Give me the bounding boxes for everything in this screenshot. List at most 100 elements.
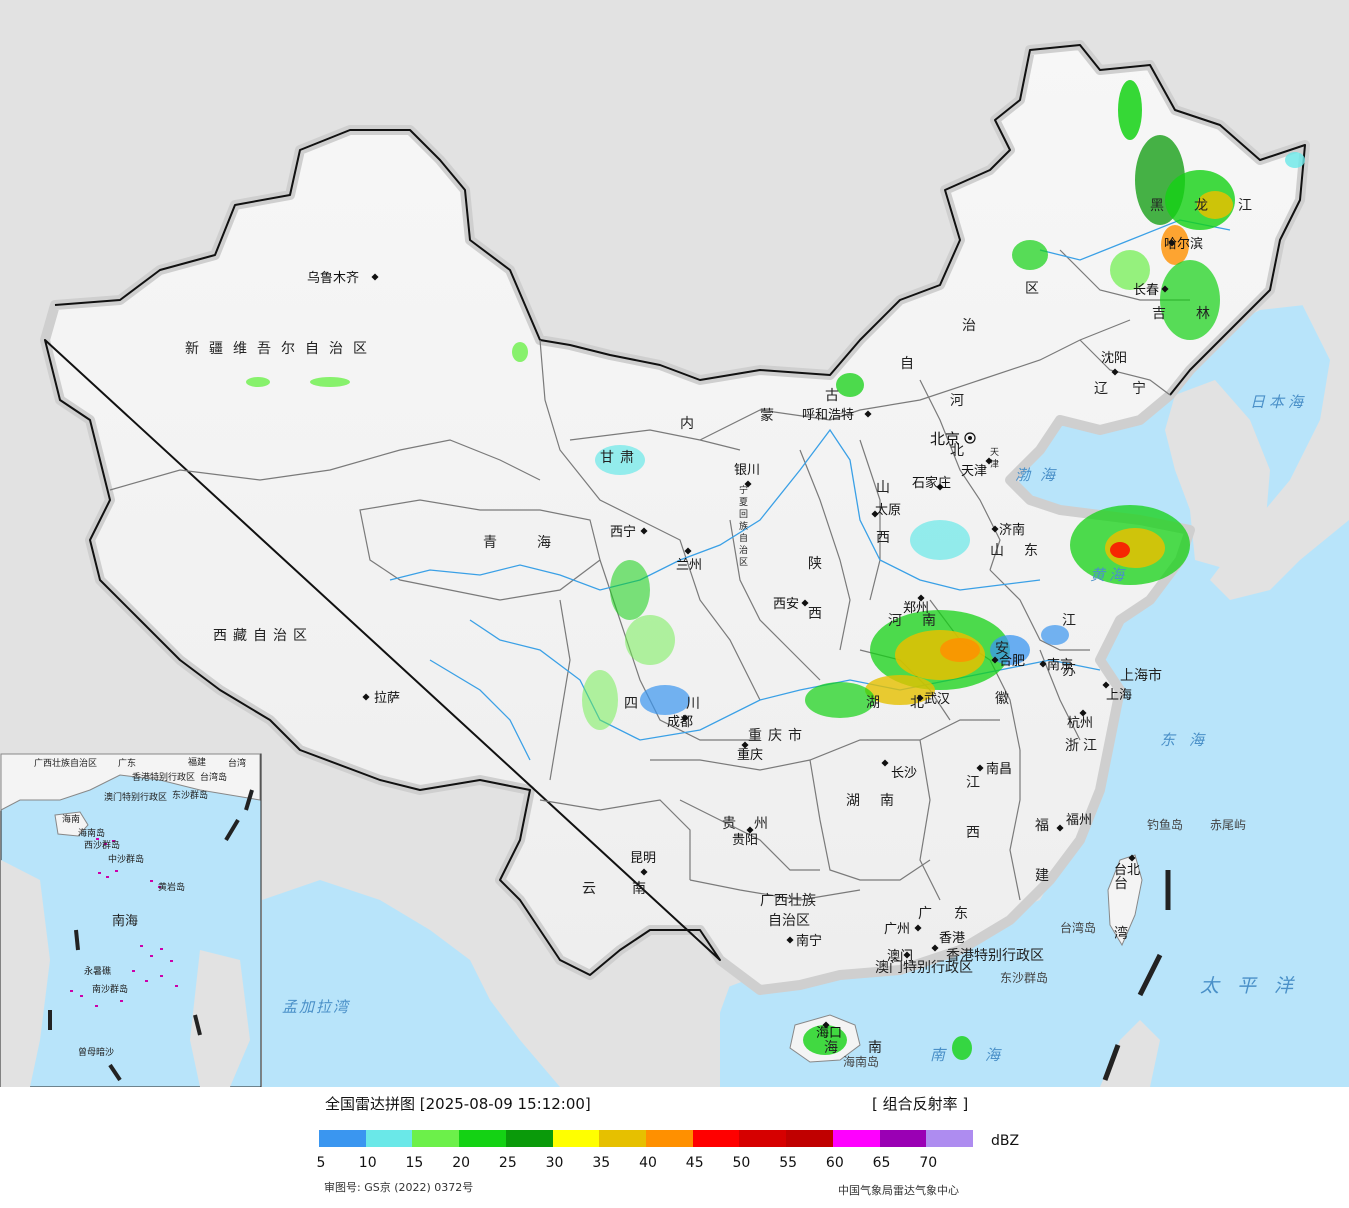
- region-label: 澳门特别行政区: [875, 960, 973, 976]
- vietnam-land: [610, 950, 730, 1087]
- region-label-char: 徽: [995, 691, 1009, 707]
- city-diamond-icon: [931, 944, 939, 952]
- region-label-text: 青海: [483, 535, 591, 551]
- legend-swatch-30: [552, 1130, 600, 1147]
- region-label: 辽宁: [1094, 380, 1170, 397]
- city-diamond-icon: [640, 527, 648, 535]
- sea-label: 孟加拉湾: [282, 998, 351, 1016]
- inset-label: 西沙群岛: [84, 839, 120, 851]
- region-label-char: 治: [739, 544, 748, 556]
- region-label-char: 区: [739, 557, 748, 568]
- region-label: 湖南: [846, 793, 914, 809]
- inset-label: 南海: [112, 913, 138, 929]
- city-marker: 成都: [667, 714, 693, 730]
- city-marker: 西宁: [610, 524, 648, 540]
- region-label-char: 西: [876, 530, 890, 546]
- city-name: 兰州: [676, 558, 702, 573]
- sea-label: 日本海: [1250, 393, 1307, 411]
- region-label-char: 江: [966, 775, 980, 791]
- region-label-char: 治: [962, 318, 976, 334]
- region-label-char: 天: [990, 448, 999, 458]
- city-marker: 广州: [884, 922, 922, 937]
- region-label-text: 山东: [990, 543, 1058, 559]
- legend-tick-label: 55: [779, 1155, 798, 1171]
- region-label-char: 西: [808, 606, 822, 622]
- taiwan-island: [1107, 854, 1143, 947]
- city-diamond-icon: [786, 936, 794, 944]
- inset-label: 东沙群岛: [172, 789, 208, 801]
- region-label-char: 自: [900, 356, 914, 372]
- city-name: 拉萨: [374, 691, 400, 706]
- region-label: 陕西: [808, 556, 822, 622]
- region-label-text: 澳门特别行政区: [875, 960, 973, 976]
- region-label: 湖北: [866, 695, 924, 711]
- south-china-sea-inset: [0, 753, 262, 1087]
- city-diamond-icon: [684, 547, 692, 555]
- legend-panel: 全国雷达拼图 [2025-08-09 15:12:00] [ 组合反射率 ] d…: [0, 1087, 1349, 1208]
- city-diamond-icon: [362, 693, 370, 701]
- city-diamond-icon: [864, 410, 872, 418]
- legend-tick-label: 50: [732, 1155, 751, 1171]
- city-diamond-icon: [916, 694, 924, 702]
- city-name: 哈尔滨: [1164, 236, 1203, 252]
- inset-label: 南沙群岛: [92, 983, 128, 995]
- region-label: 河北: [950, 393, 964, 459]
- legend-unit: dBZ: [991, 1133, 1020, 1149]
- region-label-text: 河南: [888, 613, 956, 629]
- legend-swatch-45: [692, 1130, 740, 1147]
- city-name: 北京: [930, 430, 960, 448]
- region-label-text: 新疆维吾尔自治区: [185, 341, 377, 357]
- legend-tick-label: 65: [872, 1155, 891, 1171]
- city-marker: 海口: [816, 1021, 842, 1041]
- china-national-border: [44, 44, 1306, 976]
- city-name: 银川: [734, 463, 760, 478]
- region-label-text: 辽宁: [1094, 380, 1170, 397]
- city-marker: 南宁: [786, 933, 822, 949]
- city-name: 南京: [1047, 657, 1073, 673]
- region-label-char: 夏: [739, 497, 748, 508]
- city-name: 天津: [961, 464, 987, 479]
- inset-label: 福建: [188, 756, 206, 768]
- legend-swatch-40: [646, 1130, 693, 1147]
- city-name: 香港: [939, 931, 965, 946]
- sea-label: 南海: [930, 1046, 1040, 1064]
- city-diamond-icon: [746, 826, 754, 834]
- legend-ticks: 5 10 15 20 25 30 35 40 45 50 55 60 65 70: [317, 1155, 1019, 1173]
- inset-label: 香港特别行政区: [132, 771, 195, 783]
- region-label-line: 广西壮族: [760, 893, 816, 909]
- legend-swatch-65: [879, 1130, 927, 1147]
- sea-label: 东海: [1160, 731, 1218, 749]
- city-diamond-icon: [801, 599, 809, 607]
- region-label: 天津: [990, 448, 999, 470]
- legend-tick-label: 35: [592, 1155, 611, 1171]
- city-marker: 哈尔滨: [1164, 236, 1203, 252]
- region-label-char: 庆: [768, 728, 782, 744]
- region-label: 西藏自治区: [213, 628, 307, 644]
- capital-dot-icon: [968, 436, 972, 440]
- city-marker: 长沙: [881, 759, 917, 781]
- city-diamond-icon: [936, 483, 944, 491]
- capital-star-icon: [964, 432, 976, 444]
- inset-label: 永暑礁: [84, 965, 111, 977]
- city-name: 海口: [816, 1026, 842, 1041]
- city-name: 贵阳: [732, 833, 758, 848]
- region-label-text: 湖南: [846, 793, 914, 809]
- region-label: 安徽: [995, 641, 1009, 707]
- region-label-char: 河: [950, 393, 964, 409]
- city-name: 郑州: [903, 601, 929, 616]
- city-diamond-icon: [744, 480, 752, 488]
- region-label: 上海市: [1120, 667, 1162, 684]
- city-marker: 香港: [931, 931, 965, 952]
- city-marker: 乌鲁木齐: [307, 270, 379, 286]
- region-label: 新疆维吾尔自治区: [185, 341, 377, 357]
- city-name: 长春: [1133, 283, 1159, 298]
- region-label: 云南: [582, 881, 646, 897]
- city-name: 广州: [884, 922, 910, 937]
- city-name: 成都: [667, 715, 693, 730]
- data-credit: 中国气象局雷达气象中心: [838, 1184, 959, 1197]
- city-diamond-icon: [914, 924, 922, 932]
- legend-swatch-55: [786, 1130, 833, 1147]
